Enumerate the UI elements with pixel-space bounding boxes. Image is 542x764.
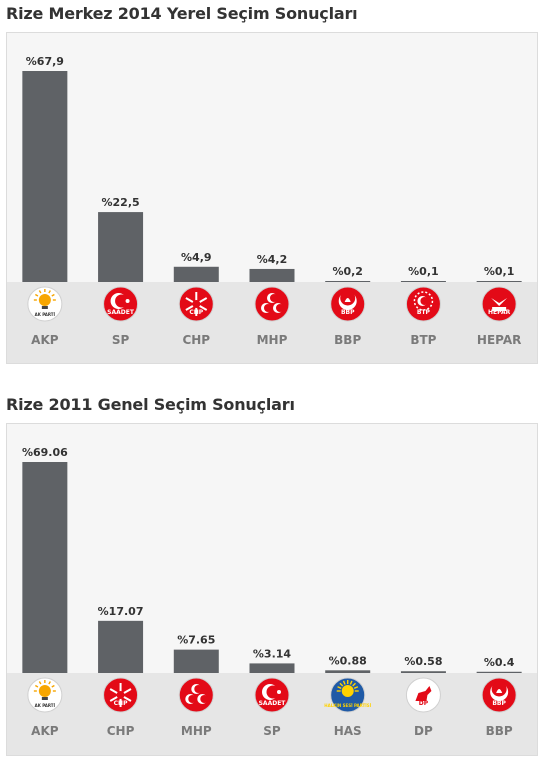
bar-dp bbox=[400, 671, 446, 673]
chart-1-svg: %67,9 AK PARTİ AKP %22,5 SAADET SP %4,9 CHP CHP%… bbox=[7, 55, 537, 363]
value-label-mhp: %7.65 bbox=[177, 634, 215, 647]
value-label-has: %0.88 bbox=[329, 654, 367, 667]
chart-2-panel: %69.06 AK PARTİ AKP %17.07 CHP CHP %7.65 MHP %3.… bbox=[6, 423, 538, 756]
bar-akp bbox=[22, 71, 68, 282]
bar-hepar bbox=[476, 281, 522, 282]
party-logo-text: CHP bbox=[114, 700, 128, 707]
akp-bulb-icon: AK PARTİ bbox=[27, 677, 63, 713]
value-label-sp: %22,5 bbox=[101, 196, 139, 209]
category-label-hepar: HEPAR bbox=[477, 333, 521, 347]
category-label-btp: BTP bbox=[410, 333, 436, 347]
bar-bbp bbox=[325, 281, 371, 282]
chp-six-arrows-icon: CHP bbox=[178, 286, 214, 322]
btp-star-circle-icon: BTP bbox=[405, 286, 441, 322]
category-label-sp: SP bbox=[112, 333, 130, 347]
category-label-mhp: MHP bbox=[257, 333, 288, 347]
bar-bbp bbox=[476, 671, 522, 673]
bar-chp bbox=[98, 620, 144, 673]
party-logo-text: CHP bbox=[189, 309, 203, 316]
value-label-mhp: %4,2 bbox=[257, 253, 288, 266]
value-label-akp: %69.06 bbox=[22, 446, 68, 459]
bar-mhp bbox=[173, 649, 219, 673]
has-sun-icon: HALKIN SESİ PARTİSİ bbox=[324, 677, 372, 713]
bar-sp bbox=[249, 663, 295, 673]
party-logo-text: SAADET bbox=[107, 309, 135, 316]
category-label-sp: SP bbox=[263, 724, 281, 738]
akp-bulb-icon: AK PARTİ bbox=[27, 286, 63, 322]
value-label-chp: %4,9 bbox=[181, 251, 212, 264]
chart-1-title: Rize Merkez 2014 Yerel Seçim Sonuçları bbox=[6, 4, 358, 23]
saadet-icon: SAADET bbox=[254, 677, 290, 713]
category-label-bbp: BBP bbox=[334, 333, 361, 347]
value-label-sp: %3.14 bbox=[253, 647, 292, 660]
party-logo-text: HALKIN SESİ PARTİSİ bbox=[324, 703, 371, 708]
value-label-hepar: %0,1 bbox=[484, 265, 515, 278]
bar-mhp bbox=[249, 268, 295, 282]
party-logo-text: SAADET bbox=[259, 700, 287, 707]
party-logo-text: HEPAR bbox=[488, 309, 511, 316]
value-label-dp: %0.58 bbox=[404, 655, 442, 668]
bar-has bbox=[325, 670, 371, 673]
chart-1-panel: %67,9 AK PARTİ AKP %22,5 SAADET SP %4,9 CHP CHP%… bbox=[6, 32, 538, 364]
saadet-icon: SAADET bbox=[103, 286, 139, 322]
bar-chp bbox=[173, 266, 219, 282]
category-label-bbp: BBP bbox=[486, 724, 513, 738]
bar-btp bbox=[400, 281, 446, 282]
bar-sp bbox=[98, 212, 144, 282]
category-label-has: HAS bbox=[334, 724, 362, 738]
party-logo-text: DP bbox=[419, 700, 429, 707]
category-label-akp: AKP bbox=[31, 724, 59, 738]
value-label-btp: %0,1 bbox=[408, 265, 439, 278]
category-label-chp: CHP bbox=[107, 724, 135, 738]
category-label-chp: CHP bbox=[182, 333, 210, 347]
mhp-three-crescents-icon bbox=[254, 286, 290, 322]
value-label-bbp: %0,2 bbox=[332, 265, 363, 278]
mhp-three-crescents-icon bbox=[178, 677, 214, 713]
category-label-akp: AKP bbox=[31, 333, 59, 347]
bar-akp bbox=[22, 462, 68, 673]
dp-horse-icon: DP bbox=[405, 677, 441, 713]
party-logo-text: BBP bbox=[492, 700, 506, 707]
category-label-mhp: MHP bbox=[181, 724, 212, 738]
party-logo-text: BBP bbox=[341, 309, 355, 316]
chp-six-arrows-icon: CHP bbox=[103, 677, 139, 713]
party-logo-text: BTP bbox=[417, 309, 431, 316]
value-label-akp: %67,9 bbox=[26, 55, 64, 68]
party-logo-text: AK PARTİ bbox=[35, 312, 56, 317]
chart-2-title: Rize 2011 Genel Seçim Sonuçları bbox=[6, 395, 295, 414]
bbp-crescent-tulip-icon: BBP bbox=[330, 286, 366, 322]
value-label-bbp: %0.4 bbox=[484, 656, 515, 669]
hepar-bird-icon: HEPAR bbox=[481, 286, 517, 322]
chart-2-svg: %69.06 AK PARTİ AKP %17.07 CHP CHP %7.65 MHP %3.… bbox=[7, 446, 537, 755]
bbp-crescent-tulip-icon: BBP bbox=[481, 677, 517, 713]
value-label-chp: %17.07 bbox=[98, 605, 144, 618]
party-logo-text: AK PARTİ bbox=[35, 703, 56, 708]
category-label-dp: DP bbox=[414, 724, 433, 738]
